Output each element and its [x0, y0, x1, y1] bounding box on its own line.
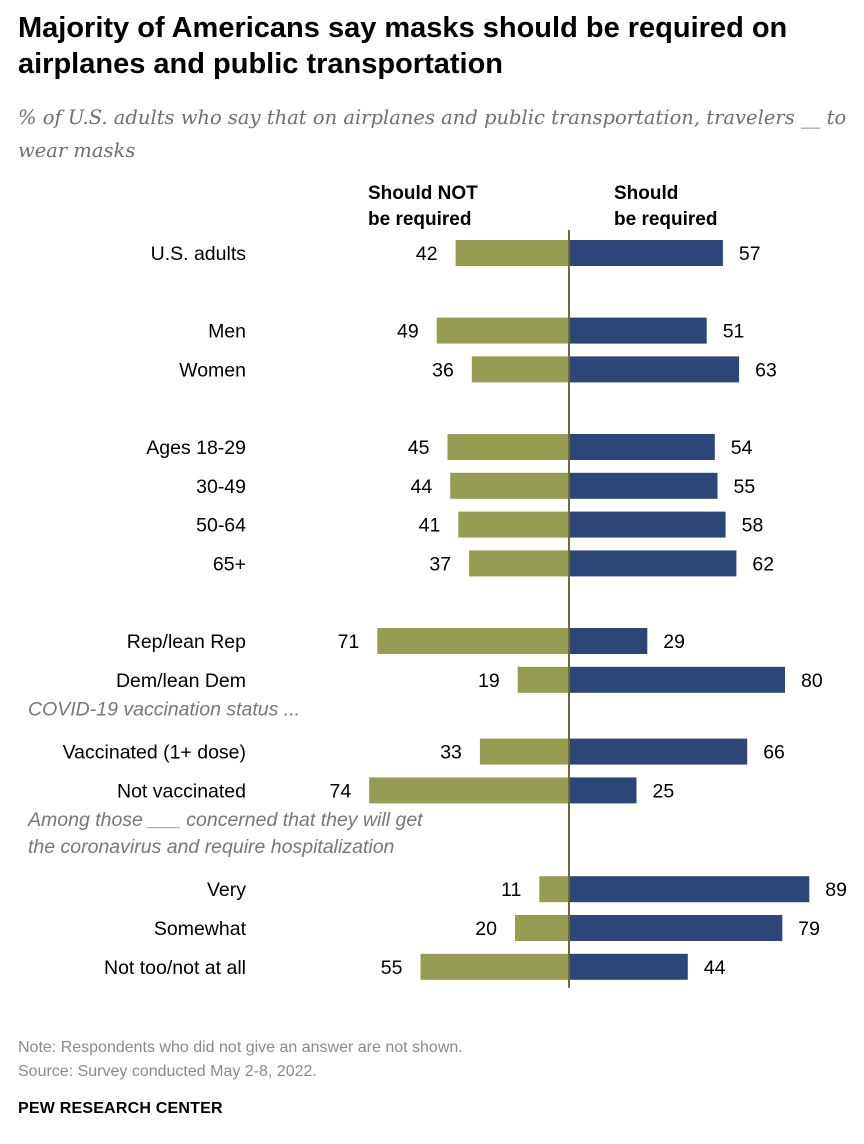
data-label-not-required: 19 [478, 670, 500, 692]
bar-required [569, 628, 648, 654]
legend-label-line: be required [368, 209, 472, 230]
data-label-not-required: 42 [416, 243, 438, 265]
data-label-not-required: 41 [419, 515, 441, 537]
data-label-not-required: 74 [329, 780, 351, 802]
bar-required [569, 511, 726, 538]
data-label-not-required: 71 [338, 631, 360, 653]
data-label-not-required: 37 [429, 553, 451, 575]
data-label-not-required: 36 [432, 359, 454, 381]
section-label: Among those ___ concerned that they will… [27, 809, 424, 831]
data-label-required: 57 [739, 243, 761, 265]
bar-not-required [539, 876, 569, 903]
category-label: Vaccinated (1+ dose) [63, 742, 246, 764]
chart-notes: Note: Respondents who did not give an an… [18, 1036, 463, 1084]
category-label: 65+ [213, 553, 246, 575]
data-label-not-required: 49 [397, 321, 419, 343]
bar-required [569, 240, 723, 266]
bar-not-required [450, 472, 569, 499]
legend-should-not-be-required: Should NOT be required [368, 181, 478, 233]
section-label: COVID-19 vaccination status ... [28, 699, 300, 721]
chart-subtitle: % of U.S. adults who say that on airplan… [18, 106, 847, 162]
bar-not-required [458, 511, 569, 538]
bar-required [569, 777, 637, 804]
category-label: Men [208, 321, 246, 343]
bar-required [569, 876, 810, 903]
data-label-required: 89 [825, 879, 847, 901]
category-label: Rep/lean Rep [127, 631, 246, 653]
bar-not-required [469, 550, 569, 577]
category-label: Ages 18-29 [146, 437, 246, 459]
data-label-required: 51 [723, 321, 745, 343]
data-label-required: 25 [653, 780, 675, 802]
category-label: Not vaccinated [117, 780, 246, 802]
bar-required [569, 953, 688, 980]
data-label-required: 62 [752, 553, 774, 575]
data-label-required: 58 [742, 515, 764, 537]
data-label-not-required: 55 [381, 957, 403, 979]
category-label: 50-64 [196, 515, 246, 537]
bar-not-required [369, 777, 569, 804]
bar-not-required [455, 240, 569, 266]
bar-not-required [447, 434, 569, 460]
diverging-bar-chart: U.S. adults 42 57 Men 49 51 Women 36 63 Ages 18-2… [27, 230, 847, 988]
category-label: 30-49 [196, 476, 246, 498]
category-label: U.S. adults [151, 243, 247, 265]
data-label-required: 29 [663, 631, 685, 653]
bar-required [569, 317, 707, 344]
bar-required [569, 550, 737, 577]
data-label-required: 63 [755, 359, 777, 381]
data-label-required: 54 [731, 437, 753, 459]
legend-label-line: Should [614, 183, 679, 204]
brand-logo-text: PEW RESEARCH CENTER [18, 1100, 223, 1117]
legend-should-be-required: Should be required [614, 181, 717, 233]
data-label-not-required: 33 [440, 742, 462, 764]
data-label-required: 79 [798, 918, 820, 940]
data-label-required: 66 [763, 742, 785, 764]
category-label: Very [207, 879, 246, 901]
section-label: the coronavirus and require hospitalizat… [28, 836, 394, 858]
data-label-required: 55 [734, 476, 756, 498]
bar-required [569, 915, 783, 941]
legend-label-line: Should NOT [368, 183, 478, 204]
bar-not-required [517, 666, 569, 693]
bar-required [569, 356, 740, 383]
bar-required [569, 434, 715, 460]
category-label: Dem/lean Dem [116, 670, 246, 692]
bar-required [569, 472, 718, 499]
chart-title: Majority of Americans say masks should b… [18, 12, 788, 80]
bar-not-required [436, 317, 569, 344]
legend-label-line: be required [614, 209, 718, 230]
bar-not-required [479, 738, 569, 765]
bar-not-required [515, 915, 569, 941]
category-label: Women [179, 359, 246, 381]
data-label-not-required: 20 [475, 918, 497, 940]
data-label-required: 80 [801, 670, 823, 692]
category-label: Somewhat [154, 918, 247, 940]
data-label-required: 44 [704, 957, 726, 979]
data-label-not-required: 45 [408, 437, 430, 459]
bar-not-required [377, 628, 569, 654]
bar-required [569, 738, 748, 765]
bar-required [569, 666, 785, 693]
source-text: Source: Survey conducted May 2-8, 2022. [18, 1063, 317, 1080]
category-label: Not too/not at all [104, 957, 246, 979]
data-label-not-required: 44 [410, 476, 432, 498]
note-text: Note: Respondents who did not give an an… [18, 1039, 463, 1056]
bar-not-required [471, 356, 569, 383]
bar-not-required [420, 953, 569, 980]
data-label-not-required: 11 [501, 879, 521, 901]
